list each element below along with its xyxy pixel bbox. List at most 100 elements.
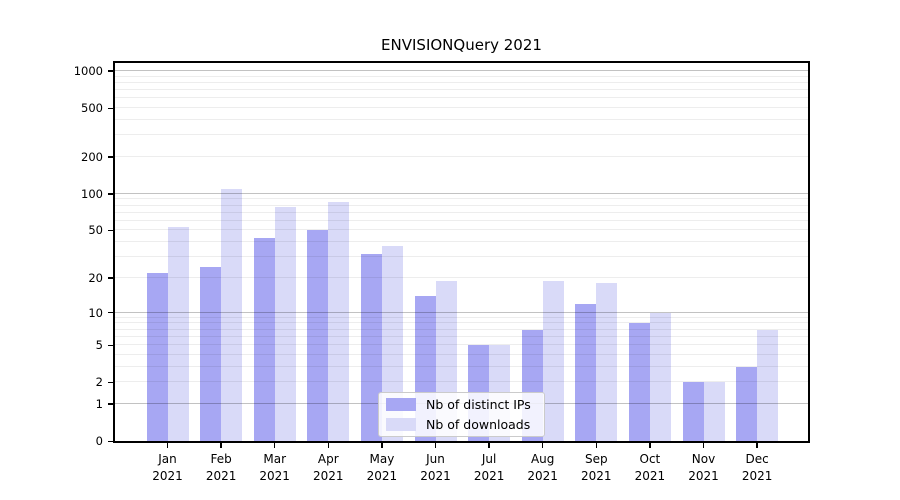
plot-area: [113, 61, 810, 443]
gridline-40: [115, 241, 808, 243]
y-tick-label-1: 1: [95, 396, 103, 411]
legend: Nb of distinct IPs Nb of downloads: [378, 392, 545, 437]
bar-downloads-aug: [542, 280, 564, 441]
gridline-70: [115, 211, 808, 213]
bar-downloads-feb: [221, 188, 243, 441]
bar-ips-nov: [682, 382, 704, 441]
legend-label-downloads: Nb of downloads: [426, 417, 531, 432]
gridline-60: [115, 219, 808, 221]
x-tick-label-mar: Mar 2021: [259, 452, 290, 483]
y-tick-10: [108, 312, 113, 314]
bar-downloads-apr: [328, 202, 350, 441]
x-tick-label-may: May 2021: [366, 452, 398, 483]
legend-label-distinct-ips: Nb of distinct IPs: [426, 397, 531, 412]
gridline-80: [115, 204, 808, 206]
bar-ips-jan: [146, 273, 168, 441]
y-tick-label-2: 2: [95, 375, 103, 390]
x-tick-jun: [434, 443, 437, 448]
y-tick-label-20: 20: [88, 270, 103, 285]
bar-ips-oct: [628, 323, 650, 441]
gridline-500: [115, 107, 808, 109]
gridline-800: [115, 81, 808, 83]
x-tick-apr: [327, 443, 329, 448]
y-tick-label-5: 5: [95, 338, 103, 353]
y-tick-100: [108, 193, 113, 195]
y-tick-label-500: 500: [81, 101, 103, 116]
gridline-400: [115, 118, 808, 120]
chart-title: ENVISIONQuery 2021: [381, 36, 542, 54]
gridline-10: [115, 311, 808, 313]
gridline-90: [115, 198, 808, 200]
bar-downloads-sep: [596, 283, 618, 441]
gridline-900: [115, 75, 808, 77]
gridline-700: [115, 89, 808, 91]
x-tick-sep: [595, 443, 597, 448]
x-tick-label-feb: Feb 2021: [205, 452, 237, 483]
legend-swatch-distinct-ips: [386, 398, 416, 411]
y-tick-200: [108, 156, 113, 158]
gridline-6: [115, 335, 808, 337]
y-tick-0: [108, 440, 113, 442]
gridline-20: [115, 276, 808, 278]
gridline-2: [115, 381, 808, 383]
bar-downloads-nov: [703, 382, 725, 441]
x-tick-nov: [702, 443, 705, 448]
x-tick-label-jun: Jun 2021: [420, 452, 451, 483]
bar-downloads-dec: [757, 329, 779, 441]
x-tick-label-sep: Sep 2021: [581, 452, 612, 483]
x-tick-label-apr: Apr 2021: [313, 452, 344, 483]
x-tick-label-dec: Dec 2021: [741, 452, 773, 483]
y-tick-label-100: 100: [81, 186, 103, 201]
x-tick-mar: [274, 443, 276, 448]
legend-item-downloads: Nb of downloads: [386, 417, 537, 432]
x-tick-jul: [488, 443, 490, 448]
bar-ips-may: [360, 253, 382, 441]
y-tick-5: [108, 344, 113, 346]
gridline-9: [115, 316, 808, 318]
x-tick-label-jul: Jul 2021: [473, 452, 505, 483]
gridline-4: [115, 353, 808, 355]
y-tick-label-10: 10: [88, 305, 103, 320]
gridline-200: [115, 155, 808, 157]
x-tick-label-oct: Oct 2021: [634, 452, 666, 483]
x-tick-aug: [542, 443, 544, 448]
bar-ips-sep: [575, 303, 597, 441]
legend-item-distinct-ips: Nb of distinct IPs: [386, 397, 537, 412]
x-tick-label-jan: Jan 2021: [152, 452, 183, 483]
y-tick-label-1000: 1000: [73, 63, 103, 78]
gridline-8: [115, 322, 808, 324]
x-tick-may: [381, 443, 383, 448]
y-tick-label-0: 0: [95, 434, 103, 448]
y-tick-20: [108, 277, 113, 279]
gridline-600: [115, 97, 808, 99]
x-tick-jan: [166, 443, 169, 448]
gridline-5: [115, 344, 808, 346]
x-tick-dec: [756, 443, 758, 448]
gridline-3: [115, 365, 808, 367]
bar-ips-feb: [200, 266, 222, 441]
bar-downloads-oct: [649, 312, 671, 441]
gridline-30: [115, 256, 808, 258]
gridline-300: [115, 134, 808, 136]
y-tick-500: [108, 107, 113, 109]
gridline-7: [115, 328, 808, 330]
gridline-1000: [115, 69, 808, 71]
y-tick-label-200: 200: [81, 149, 103, 164]
grid-layer: [115, 63, 808, 441]
legend-swatch-downloads: [386, 418, 416, 431]
bar-ips-apr: [307, 230, 329, 441]
y-tick-1000: [108, 70, 113, 72]
bar-ips-mar: [253, 238, 275, 441]
bar-ips-dec: [736, 366, 758, 441]
x-tick-feb: [220, 443, 222, 448]
x-tick-oct: [649, 443, 651, 448]
y-tick-2: [108, 381, 113, 383]
bar-downloads-mar: [274, 206, 296, 441]
y-tick-1: [108, 403, 113, 405]
x-tick-label-aug: Aug 2021: [527, 452, 558, 483]
gridline-50: [115, 229, 808, 231]
y-tick-label-50: 50: [88, 223, 103, 238]
bar-downloads-jan: [167, 227, 189, 441]
y-tick-50: [108, 229, 113, 232]
